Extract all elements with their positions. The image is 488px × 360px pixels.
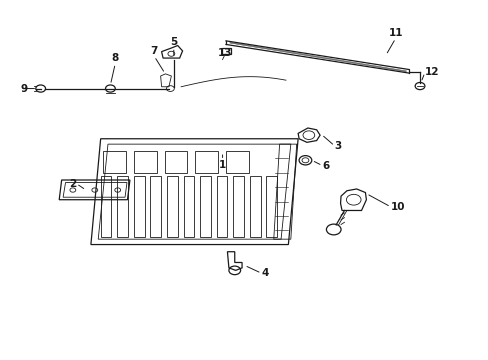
Text: 13: 13: [217, 48, 232, 58]
Text: 12: 12: [424, 67, 439, 77]
Text: 6: 6: [322, 161, 329, 171]
Text: 3: 3: [334, 141, 341, 151]
Text: 8: 8: [111, 53, 119, 63]
Text: 11: 11: [387, 28, 402, 39]
Text: 9: 9: [20, 84, 27, 94]
Text: 10: 10: [390, 202, 405, 212]
Text: 4: 4: [261, 268, 268, 278]
Bar: [221, 48, 231, 54]
Text: 7: 7: [150, 46, 158, 56]
Text: 1: 1: [219, 160, 226, 170]
Text: 5: 5: [170, 37, 177, 47]
Text: 2: 2: [69, 179, 76, 189]
